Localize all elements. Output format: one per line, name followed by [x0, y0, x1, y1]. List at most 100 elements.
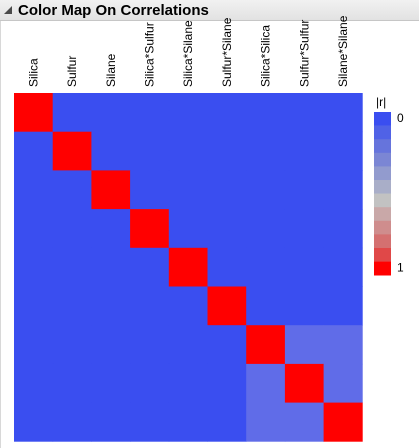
heatmap-cell: [246, 93, 286, 133]
heatmap-cell: [168, 402, 208, 442]
heatmap-cell: [207, 209, 247, 249]
heatmap-cell: [207, 286, 247, 326]
heatmap-cell: [323, 402, 363, 442]
column-label: Sulfur*Silane: [220, 17, 234, 87]
heatmap-cell: [130, 170, 170, 210]
column-label: Silane*Silane: [336, 15, 350, 87]
heatmap-cell: [246, 325, 286, 365]
legend-swatch: [374, 112, 391, 126]
legend-swatch: [374, 166, 391, 181]
heatmap-cell: [168, 93, 208, 133]
heatmap-cell: [168, 170, 208, 210]
heatmap-cell: [52, 325, 92, 365]
column-label: Sulfur: [65, 56, 79, 87]
heatmap-cell: [323, 131, 363, 171]
legend-swatch: [374, 125, 391, 140]
panel-header: Color Map On Correlations: [0, 0, 419, 21]
legend-swatch: [374, 248, 391, 262]
heatmap-cell: [207, 402, 247, 442]
heatmap-cell: [323, 325, 363, 365]
heatmap-cell: [130, 402, 170, 442]
legend-swatch: [374, 220, 391, 235]
heatmap-cell: [130, 286, 170, 326]
heatmap-cell: [246, 170, 286, 210]
heatmap-cell: [284, 209, 324, 249]
heatmap-cell: [168, 209, 208, 249]
column-label: Silica*Sulfur: [143, 22, 157, 87]
heatmap-cell: [246, 402, 286, 442]
heatmap-cell: [207, 93, 247, 133]
heatmap-cell: [168, 363, 208, 403]
heatmap-cell: [14, 170, 54, 210]
heatmap-cell: [246, 131, 286, 171]
legend-swatch: [374, 152, 391, 167]
heatmap-cell: [168, 247, 208, 287]
heatmap-cell: [284, 247, 324, 287]
legend-title: |r|: [376, 95, 386, 109]
heatmap-cell: [52, 131, 92, 171]
heatmap-cell: [207, 170, 247, 210]
heatmap-cell: [52, 247, 92, 287]
heatmap-cell: [284, 93, 324, 133]
column-label: Silica*Silane: [181, 20, 195, 87]
heatmap-cell: [246, 363, 286, 403]
heatmap-cell: [323, 247, 363, 287]
heatmap-cell: [168, 131, 208, 171]
heatmap-cell: [168, 286, 208, 326]
heatmap-cell: [52, 402, 92, 442]
heatmap-cell: [52, 286, 92, 326]
heatmap-cell: [91, 170, 131, 210]
legend-swatch: [374, 207, 391, 222]
heatmap-cell: [130, 131, 170, 171]
column-label: Silane: [104, 53, 118, 87]
heatmap-cell: [52, 170, 92, 210]
heatmap-cell: [284, 402, 324, 442]
heatmap-cell: [323, 363, 363, 403]
heatmap-cell: [91, 363, 131, 403]
legend-swatch: [374, 261, 391, 276]
heatmap-cell: [14, 209, 54, 249]
heatmap-cell: [207, 247, 247, 287]
legend-max-label: 1: [397, 261, 404, 275]
legend-swatch: [374, 193, 391, 208]
heatmap-cell: [323, 93, 363, 133]
heatmap-cell: [246, 247, 286, 287]
legend-min-label: 0: [397, 111, 404, 125]
heatmap-cell: [14, 247, 54, 287]
heatmap-cell: [14, 363, 54, 403]
heatmap-cell: [284, 286, 324, 326]
heatmap-cell: [91, 247, 131, 287]
heatmap-cell: [91, 93, 131, 133]
heatmap-cell: [91, 209, 131, 249]
heatmap-cell: [91, 131, 131, 171]
panel-border: [0, 21, 1, 448]
heatmap-cell: [168, 325, 208, 365]
legend-swatch: [374, 139, 391, 154]
heatmap-cell: [91, 325, 131, 365]
legend-swatch: [374, 180, 391, 194]
heatmap-cell: [207, 131, 247, 171]
panel-title: Color Map On Correlations: [18, 2, 209, 19]
heatmap-cell: [207, 325, 247, 365]
heatmap-cell: [284, 363, 324, 403]
heatmap-cell: [14, 131, 54, 171]
heatmap-cell: [52, 209, 92, 249]
heatmap-cell: [14, 325, 54, 365]
heatmap-cell: [284, 170, 324, 210]
heatmap-cell: [323, 286, 363, 326]
heatmap-cell: [246, 209, 286, 249]
heatmap-cell: [130, 247, 170, 287]
legend-swatch: [374, 234, 391, 249]
heatmap-cell: [130, 363, 170, 403]
heatmap-cell: [323, 209, 363, 249]
disclosure-triangle-icon[interactable]: [3, 4, 15, 16]
heatmap-cell: [323, 170, 363, 210]
heatmap-cell: [14, 93, 54, 133]
column-label: Silica: [26, 58, 40, 87]
column-label: Sulfur*Sulfur: [297, 20, 311, 87]
heatmap-cell: [284, 131, 324, 171]
heatmap-cell: [284, 325, 324, 365]
heatmap-cell: [52, 363, 92, 403]
heatmap-cell: [52, 93, 92, 133]
